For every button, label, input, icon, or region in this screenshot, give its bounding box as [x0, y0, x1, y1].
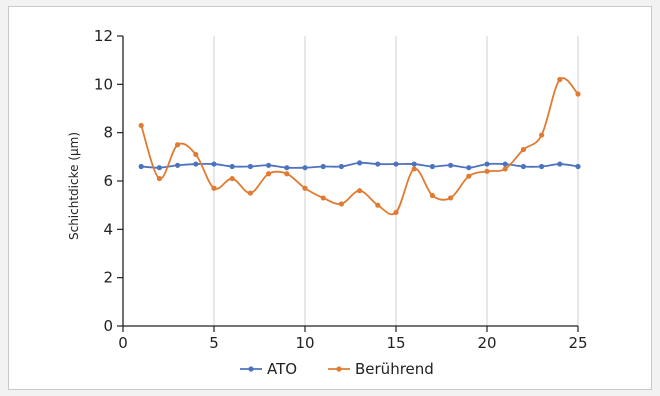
series-line-ber-hrend: [140, 77, 579, 216]
data-point-ber-hrend-14: [375, 202, 381, 208]
data-point-ber-hrend-9: [284, 171, 290, 177]
data-point-ato-6: [229, 163, 235, 170]
data-point-ato-10: [302, 165, 308, 171]
y-tick-label-0: 0: [103, 317, 113, 335]
data-point-ato-7: [247, 163, 253, 170]
x-tick-label-1: 5: [209, 334, 219, 352]
data-point-ato-11: [320, 163, 326, 170]
x-tick-label-2: 10: [295, 334, 314, 352]
y-tick-label-2: 4: [103, 220, 113, 238]
data-point-ber-hrend-17: [429, 192, 435, 199]
legend: ATO Berührend: [240, 360, 434, 378]
y-tick-labels: 0 2 4 6 8 10 12: [94, 27, 113, 335]
data-point-ber-hrend-24: [557, 76, 563, 83]
data-point-ato-22: [520, 163, 527, 170]
data-point-ato-17: [429, 163, 435, 170]
legend-label-ber-hrend: Berührend: [355, 360, 434, 378]
y-tick-label-3: 6: [103, 172, 113, 190]
data-point-ato-4: [193, 161, 199, 167]
data-point-ato-24: [557, 161, 563, 167]
data-point-ber-hrend-21: [502, 166, 508, 172]
legend-label-ato: ATO: [267, 360, 297, 378]
data-point-ber-hrend-7: [247, 190, 253, 196]
y-tick-label-5: 10: [94, 75, 113, 93]
x-tick-label-3: 15: [386, 334, 405, 352]
data-point-ber-hrend-19: [466, 173, 472, 179]
y-axis-label: Schichtdicke (µm): [67, 132, 81, 240]
y-tick-label-1: 2: [103, 269, 113, 287]
data-point-ber-hrend-6: [229, 175, 235, 182]
data-point-ato-12: [338, 163, 344, 170]
x-tick-label-5: 25: [568, 334, 587, 352]
legend-swatch-marker-ato: [248, 366, 254, 372]
data-point-ber-hrend-2: [156, 175, 162, 182]
data-point-ber-hrend-4: [193, 151, 199, 158]
axes: [117, 35, 579, 332]
x-tick-labels: 0 5 10 15 20 25: [118, 334, 587, 352]
data-point-ato-21: [502, 161, 508, 167]
data-point-ber-hrend-23: [539, 132, 545, 138]
data-point-ber-hrend-13: [357, 188, 363, 194]
series-layer: [138, 76, 581, 216]
data-point-ato-5: [211, 161, 217, 167]
grid-lines: [213, 36, 579, 326]
data-point-ato-8: [266, 162, 272, 168]
data-point-ato-13: [357, 160, 363, 166]
data-point-ber-hrend-18: [448, 195, 454, 201]
data-point-ber-hrend-5: [211, 185, 217, 191]
data-point-ber-hrend-11: [320, 195, 326, 201]
data-point-ato-16: [411, 161, 417, 167]
x-tick-label-0: 0: [118, 334, 128, 352]
data-point-ato-23: [539, 163, 545, 170]
data-point-ber-hrend-25: [575, 91, 581, 97]
data-point-ber-hrend-16: [411, 166, 417, 172]
data-point-ato-15: [393, 161, 399, 167]
data-point-ato-2: [156, 165, 162, 171]
data-point-ato-3: [175, 162, 181, 168]
data-point-ber-hrend-22: [520, 146, 527, 153]
data-point-ber-hrend-20: [484, 168, 490, 174]
y-tick-label-6: 12: [94, 27, 113, 45]
data-point-ber-hrend-10: [302, 185, 308, 191]
data-point-ato-14: [375, 161, 381, 167]
data-point-ber-hrend-15: [393, 209, 399, 216]
data-point-ato-9: [284, 165, 290, 171]
data-point-ato-18: [448, 162, 454, 168]
data-point-ber-hrend-3: [175, 142, 181, 148]
data-point-ber-hrend-12: [338, 201, 344, 207]
data-point-ato-25: [575, 163, 581, 170]
data-point-ato-20: [484, 161, 490, 167]
data-point-ber-hrend-8: [266, 171, 272, 177]
y-tick-label-4: 8: [103, 124, 113, 142]
data-point-ato-19: [466, 165, 472, 171]
data-point-ato-1: [138, 163, 144, 170]
x-tick-label-4: 20: [477, 334, 496, 352]
legend-swatch-marker-ber-hrend: [336, 366, 342, 372]
data-point-ber-hrend-1: [138, 122, 144, 129]
